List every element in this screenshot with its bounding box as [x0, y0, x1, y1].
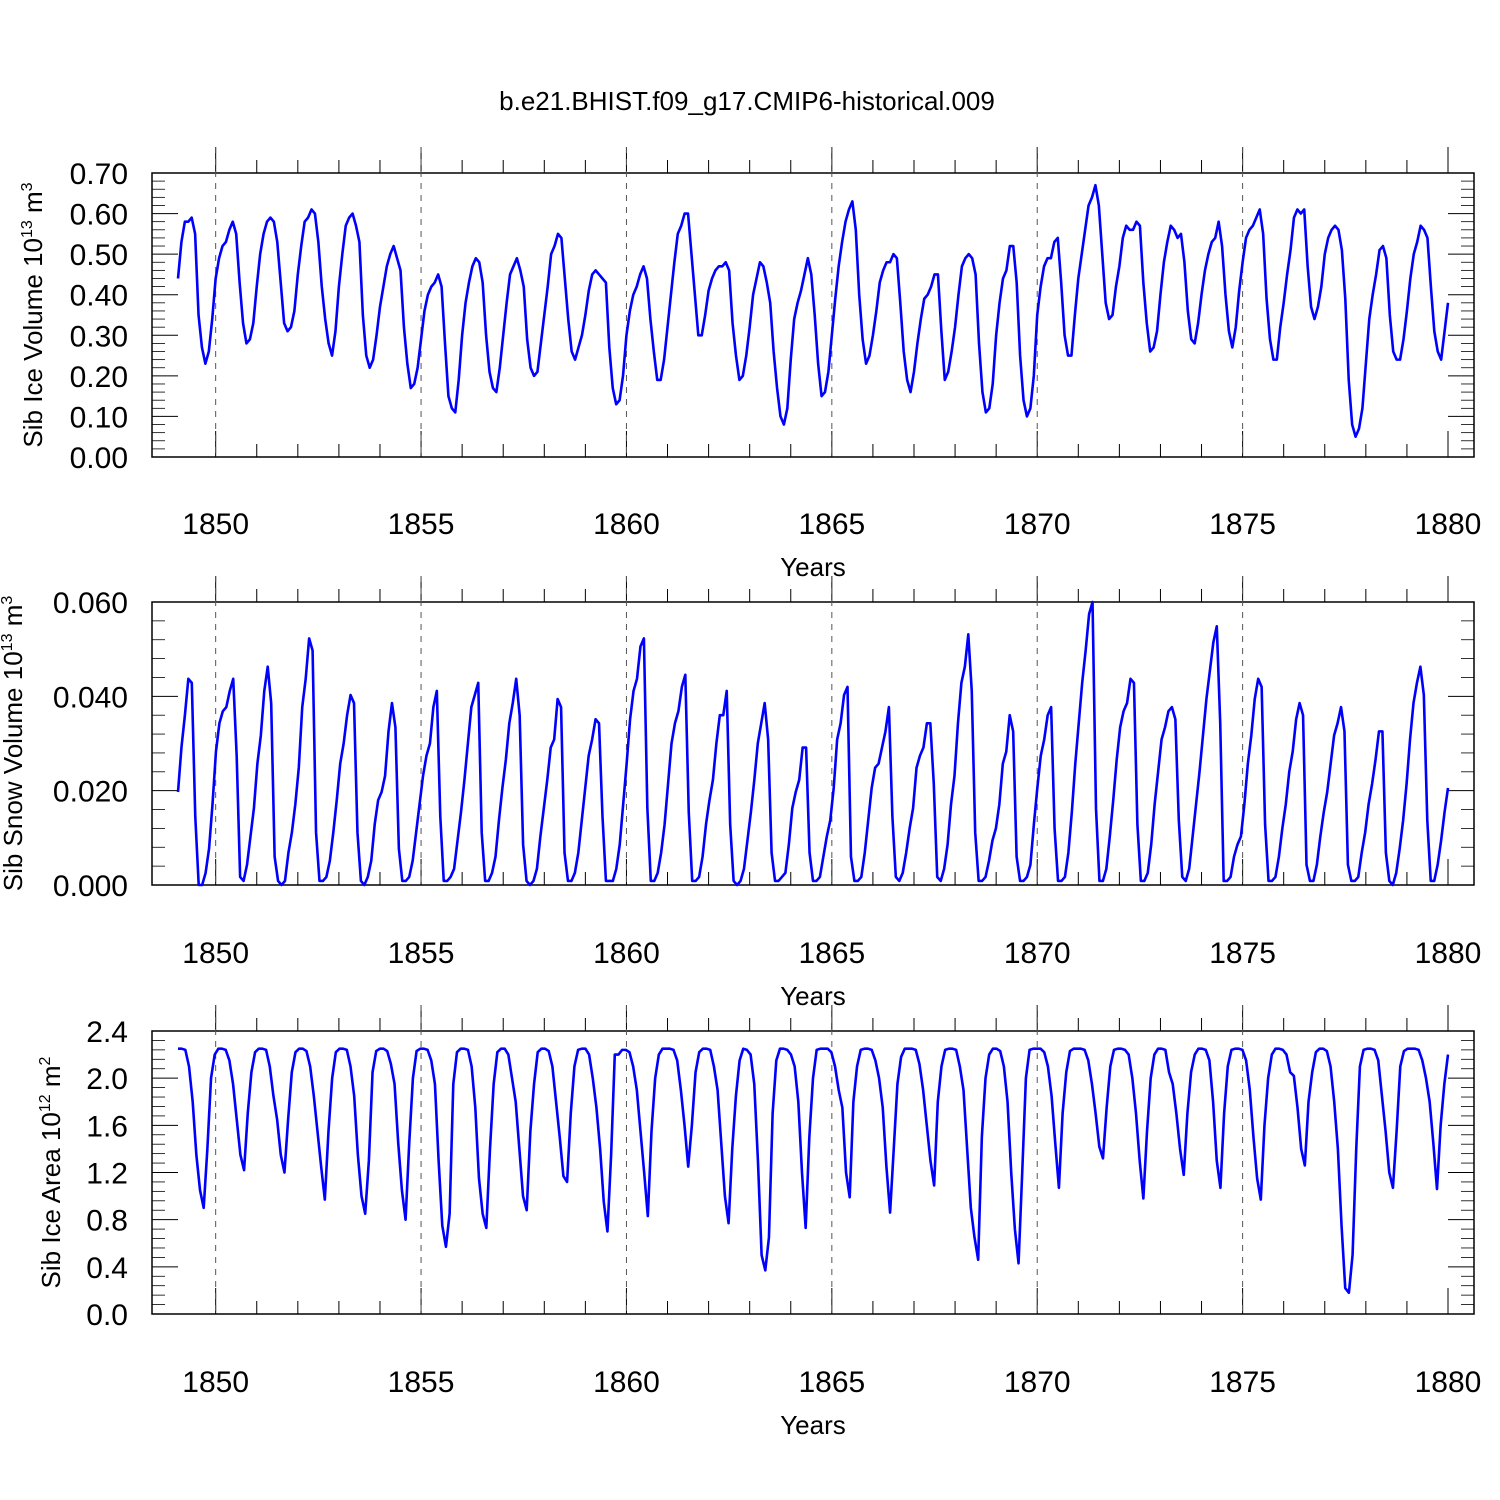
y-tick-label: 0.40	[70, 280, 128, 313]
y-tick-label: 2.0	[86, 1063, 128, 1096]
x-tick-label: 1875	[1209, 508, 1276, 541]
x-tick-label: 1880	[1415, 1366, 1482, 1399]
y-tick-label: 0.10	[70, 401, 128, 434]
x-tick-label: 1860	[593, 937, 660, 970]
x-tick-label: 1880	[1415, 508, 1482, 541]
panel-1: 0.00 0.10 0.20 0.30 0.40 0.50 0.60 0.70 1850 1855…	[18, 147, 1481, 582]
y-tick-label: 1.2	[86, 1158, 128, 1191]
x-tick-label: 1870	[1004, 1366, 1071, 1399]
plot-frame	[151, 601, 1475, 886]
series-line-2	[176, 600, 1450, 887]
x-tick-label: 1870	[1004, 508, 1071, 541]
y-tick-label: 0.000	[53, 870, 128, 903]
chart-title: b.e21.BHIST.f09_g17.CMIP6-historical.009	[499, 86, 995, 116]
y-tick-label: 0.00	[70, 442, 128, 475]
x-axis-label: Years	[780, 981, 846, 1011]
x-tick-label: 1850	[182, 937, 249, 970]
series-line-3	[178, 1047, 1450, 1295]
x-tick-label: 1850	[182, 508, 249, 541]
y-tick-label: 0.0	[86, 1299, 128, 1332]
x-tick-label: 1865	[798, 1366, 865, 1399]
plot-frame	[151, 172, 1475, 458]
x-tick-label: 1865	[798, 508, 865, 541]
y-tick-label: 0.040	[53, 681, 128, 714]
x-axis-label: Years	[780, 552, 846, 582]
x-tick-label: 1855	[388, 1366, 455, 1399]
y-tick-label: 0.70	[70, 158, 128, 191]
y-tick-label: 2.4	[86, 1016, 128, 1049]
x-tick-label: 1880	[1415, 937, 1482, 970]
y-tick-label: 0.60	[70, 199, 128, 232]
y-tick-label: 0.060	[53, 587, 128, 620]
y-axis-label: Sib Ice Volume 1013 m3	[18, 182, 48, 447]
y-axis-label: Sib Snow Volume 1013 m3	[0, 596, 28, 892]
y-tick-label: 0.20	[70, 361, 128, 394]
x-tick-label: 1850	[182, 1366, 249, 1399]
x-tick-label: 1865	[798, 937, 865, 970]
panel-2: 0.000 0.020 0.040 0.060 1850 1855 1860 1865 1870…	[0, 576, 1481, 1011]
panel-3: 0.0 0.4 0.8 1.2 1.6 2.0 2.4 1850 1855 1860 1865 187…	[36, 1005, 1481, 1440]
y-axis-label: Sib Ice Area 1012 m2	[36, 1056, 66, 1288]
x-tick-label: 1860	[593, 508, 660, 541]
x-tick-label: 1875	[1209, 1366, 1276, 1399]
x-tick-label: 1860	[593, 1366, 660, 1399]
series-line-1	[176, 183, 1450, 439]
y-tick-label: 0.020	[53, 776, 128, 809]
y-tick-label: 0.8	[86, 1205, 128, 1238]
y-tick-label: 0.30	[70, 320, 128, 353]
y-tick-label: 0.4	[86, 1252, 128, 1285]
x-axis-label: Years	[780, 1410, 846, 1440]
x-tick-label: 1855	[388, 937, 455, 970]
y-tick-label: 1.6	[86, 1110, 128, 1143]
y-tick-label: 0.50	[70, 239, 128, 272]
x-tick-label: 1875	[1209, 937, 1276, 970]
x-tick-label: 1855	[388, 508, 455, 541]
x-tick-label: 1870	[1004, 937, 1071, 970]
